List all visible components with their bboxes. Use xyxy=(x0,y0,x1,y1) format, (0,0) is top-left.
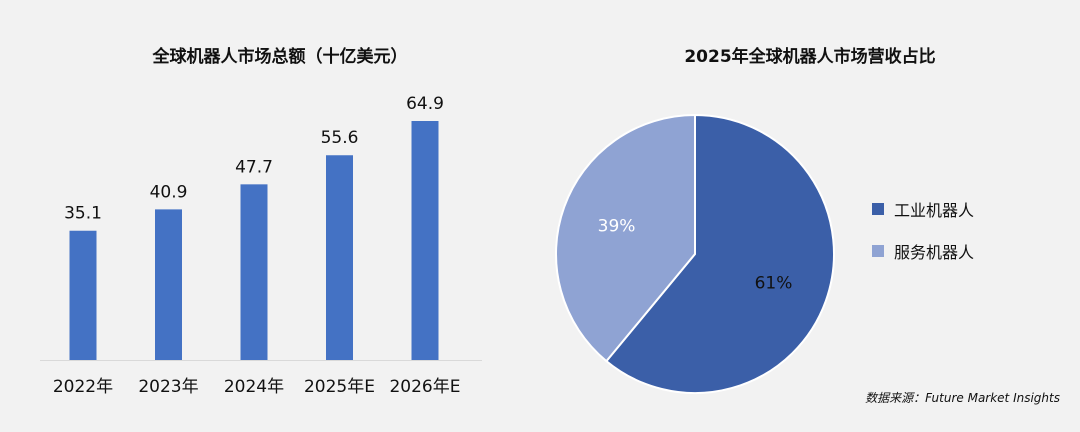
bar-value-label-4: 64.9 xyxy=(406,94,444,114)
bar-chart-title: 全球机器人市场总额（十亿美元） xyxy=(152,47,408,67)
bar-4 xyxy=(411,121,439,360)
x-tick-label-0: 2022年 xyxy=(53,377,113,397)
pie-chart: 61% 39% xyxy=(555,113,835,394)
pie-chart-title: 2025年全球机器人市场营收占比 xyxy=(684,47,936,67)
x-tick-label-1: 2023年 xyxy=(138,377,198,397)
x-tick-label-4: 2026年E xyxy=(389,377,460,397)
bar-3 xyxy=(326,155,353,360)
bar-value-label-0: 35.1 xyxy=(64,204,102,224)
legend-item-service: 服务机器人 xyxy=(872,240,974,262)
x-tick-label-3: 2025年E xyxy=(304,377,375,397)
pie-slice-0 xyxy=(604,113,835,394)
bar-2 xyxy=(240,184,268,360)
pie-data-label-1: 39% xyxy=(598,217,636,237)
legend-label-industrial: 工业机器人 xyxy=(894,201,975,220)
bar-value-label-1: 40.9 xyxy=(150,182,188,202)
x-tick-label-2: 2024年 xyxy=(224,377,284,397)
bar-value-label-3: 55.6 xyxy=(321,128,359,148)
source-note: 数据来源：Future Market Insights xyxy=(865,391,1060,405)
legend-swatch-industrial xyxy=(872,203,884,215)
bar-1 xyxy=(155,209,182,360)
pie-data-label-0: 61% xyxy=(755,273,793,293)
legend-label-service: 服务机器人 xyxy=(894,243,975,262)
bar-0 xyxy=(69,230,97,360)
legend-swatch-service xyxy=(872,245,884,257)
pie-slice-1 xyxy=(555,113,696,363)
bar-chart: 35.1 2022年 40.9 2023年 47.7 2024年 55.6 2025年E 64.… xyxy=(40,94,482,397)
bar-value-label-2: 47.7 xyxy=(235,157,273,177)
pie-legend: 工业机器人 服务机器人 xyxy=(872,198,974,282)
legend-item-industrial: 工业机器人 xyxy=(872,198,974,220)
